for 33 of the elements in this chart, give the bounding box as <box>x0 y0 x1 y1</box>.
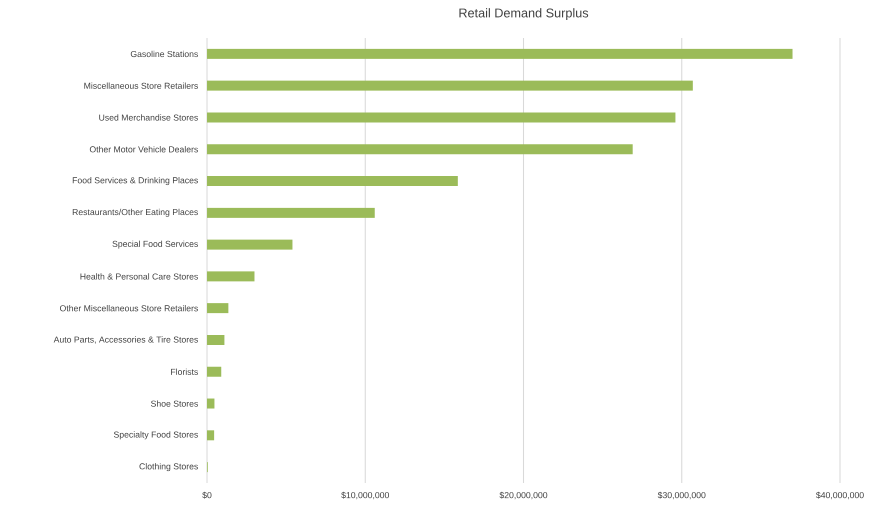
bar <box>207 271 254 282</box>
bar <box>207 303 228 314</box>
bar <box>207 208 375 218</box>
bar <box>207 366 222 377</box>
y-tick-label: Other Miscellaneous Store Retailers <box>60 304 198 312</box>
y-tick-label: Special Food Services <box>112 240 198 249</box>
y-tick-label: Health & Personal Care Stores <box>80 273 198 280</box>
x-tick-label: $40,000,000 <box>816 492 864 500</box>
bar <box>207 80 693 91</box>
x-tick-label: $30,000,000 <box>658 492 706 500</box>
bar <box>207 398 214 409</box>
y-tick-label: Specialty Food Stores <box>114 431 198 440</box>
bar <box>207 430 214 440</box>
x-tick-label: $20,000,000 <box>499 492 548 500</box>
y-tick-label: Auto Parts, Accessories & Tire Stores <box>54 336 198 344</box>
y-tick-label: Clothing Stores <box>139 463 198 472</box>
y-tick-label: Gasoline Stations <box>130 50 198 58</box>
y-tick-label: Other Motor Vehicle Dealers <box>90 146 198 152</box>
x-tick-label: $0 <box>202 492 212 499</box>
bar <box>207 240 292 250</box>
chart-title: Retail Demand Surplus <box>459 8 588 20</box>
bar <box>207 176 458 186</box>
bar <box>207 334 224 345</box>
bar <box>207 144 633 154</box>
y-tick-label: Miscellaneous Store Retailers <box>84 82 198 89</box>
y-tick-label: Used Merchandise Stores <box>99 114 198 121</box>
bar <box>207 48 793 59</box>
y-tick-label: Florists <box>171 368 198 375</box>
y-tick-label: Food Services & Drinking Places <box>72 176 198 186</box>
y-tick-label: Restaurants/Other Eating Places <box>72 208 198 217</box>
bar <box>207 112 676 122</box>
x-tick-label: $10,000,000 <box>341 492 389 500</box>
y-tick-label: Shoe Stores <box>151 400 198 407</box>
